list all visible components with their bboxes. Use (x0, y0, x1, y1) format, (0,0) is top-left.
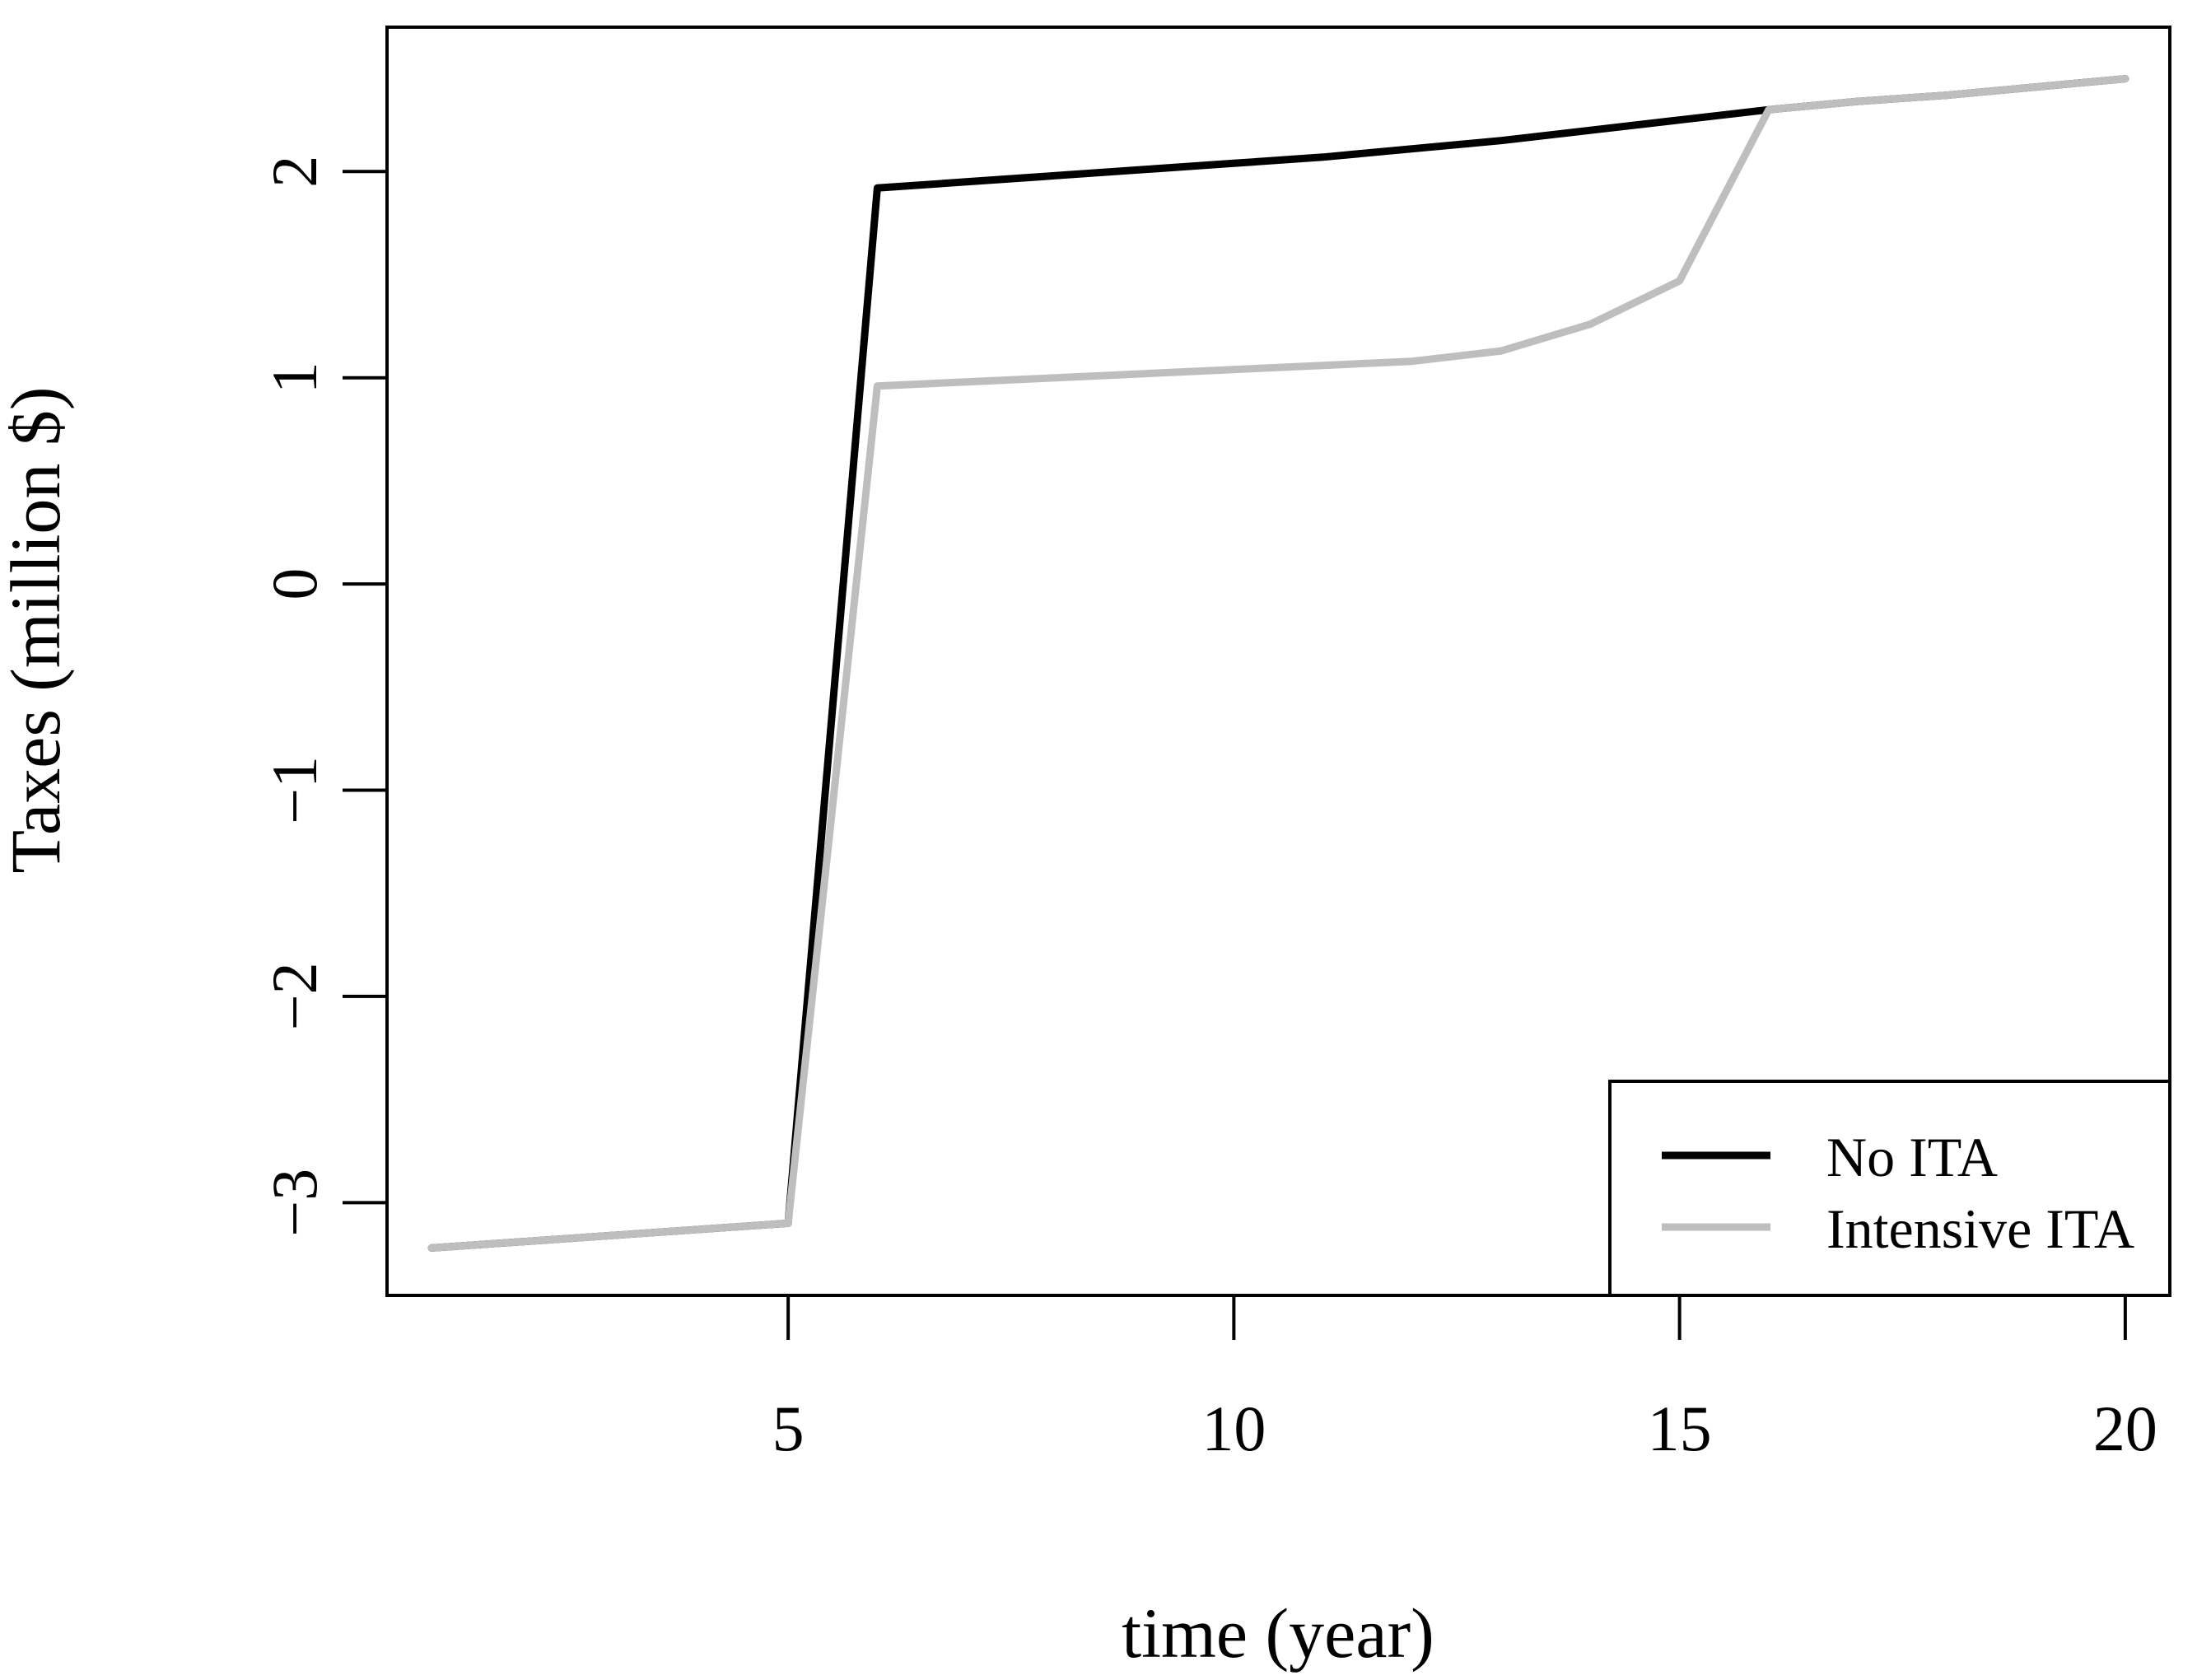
series-line-intensive-ita (427, 75, 2129, 1252)
legend-label-intensive-ita: Intensive ITA (1826, 1197, 2134, 1260)
y-axis: −3 −2 −1 0 1 2 (259, 156, 389, 1237)
y-tick-label: −2 (259, 962, 330, 1030)
series-layer (427, 75, 2129, 1252)
x-axis: 5 10 15 20 (772, 1294, 2157, 1464)
y-tick-label: −1 (259, 756, 330, 824)
x-tick-label: 5 (772, 1393, 805, 1464)
series-line-no-ita (427, 75, 2129, 1252)
x-tick-label: 20 (2093, 1393, 2157, 1464)
y-tick-label: −3 (259, 1169, 330, 1237)
legend-box (1608, 1080, 2171, 1297)
y-tick-label: 1 (259, 362, 330, 394)
x-tick-label: 10 (1201, 1393, 1266, 1464)
legend-label-no-ita: No ITA (1826, 1126, 1998, 1188)
y-axis-title: Taxes (million $) (0, 386, 75, 873)
y-tick-label: 0 (259, 568, 330, 600)
y-tick-label: 2 (259, 156, 330, 188)
legend: No ITA Intensive ITA (1608, 1080, 2171, 1297)
x-tick-label: 15 (1648, 1393, 1712, 1464)
x-axis-title: time (year) (1122, 1594, 1434, 1673)
